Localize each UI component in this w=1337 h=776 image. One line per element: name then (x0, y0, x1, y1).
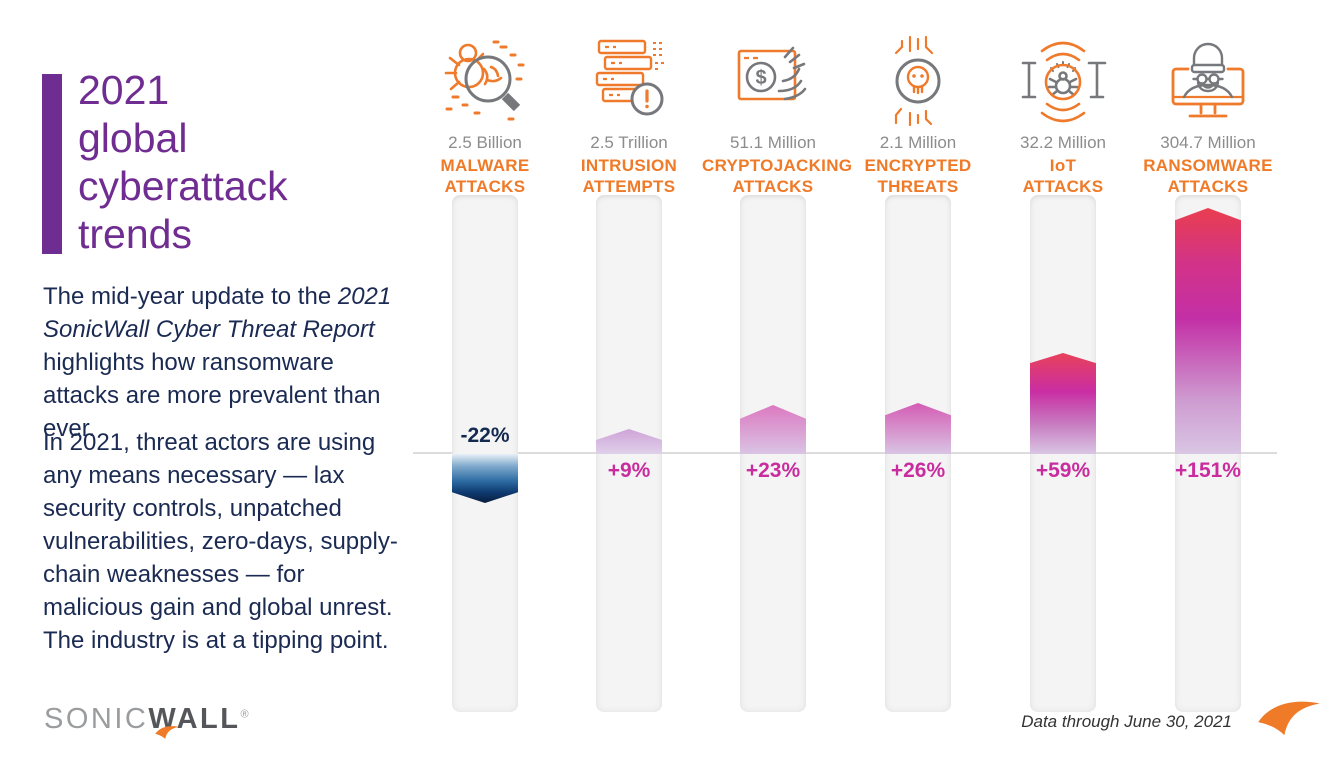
svg-text:$: $ (755, 67, 766, 89)
sonicwall-logo: SONICWALL® (44, 703, 249, 736)
bar-up-arrow (885, 403, 951, 454)
intro-p1-prefix: The mid-year update to the (43, 283, 338, 310)
title-line-1: 2021 (78, 67, 170, 113)
category-line-2: ATTACKS (732, 177, 814, 196)
volume-label: 32.2 Million (1020, 133, 1106, 152)
sonicwall-swoosh-icon (1258, 701, 1320, 736)
bar-up-arrow (1175, 208, 1241, 454)
category-label: ENCRYPTED THREATS (847, 155, 989, 197)
page-title: 2021 global cyberattack trends (78, 66, 408, 258)
bar-track: +59% (1030, 195, 1096, 712)
skull-circuit-icon (847, 30, 989, 127)
category-line-2: THREATS (877, 177, 959, 196)
pct-change-label: +23% (745, 459, 801, 482)
category-line-1: IoT (1049, 156, 1077, 175)
category-label: RANSOMWARE ATTACKS (1137, 155, 1279, 197)
volume-label: 51.1 Million (730, 133, 816, 152)
volume-label: 2.5 Trillion (590, 133, 668, 152)
pct-change-label: +59% (1035, 459, 1091, 482)
bar-up-arrow (740, 405, 806, 454)
bar-track: +23% (740, 195, 806, 712)
category-label: MALWARE ATTACKS (414, 155, 556, 197)
category-line-1: MALWARE (440, 156, 530, 175)
bar-up-arrow (1030, 353, 1096, 454)
category-line-2: ATTEMPTS (582, 177, 676, 196)
bar-track: -22% (452, 195, 518, 712)
chart-column-ransomware: 304.7 Million RANSOMWARE ATTACKS +151% (1137, 30, 1279, 712)
intro-p1-report-title: 2021 SonicWall Cyber Threat Report (43, 283, 392, 343)
pct-change-label: +9% (607, 459, 651, 482)
logo-swoosh-icon (155, 726, 179, 739)
registered-mark: ® (240, 708, 249, 721)
category-line-1: INTRUSION (580, 156, 678, 175)
bar-track: +151% (1175, 195, 1241, 712)
title-line-3: cyberattack (78, 163, 288, 209)
bar-track: +26% (885, 195, 951, 712)
volume-label: 2.5 Billion (448, 133, 522, 152)
title-accent-bar (42, 74, 62, 254)
intro-paragraph-1: The mid-year update to the 2021 SonicWal… (43, 280, 399, 445)
data-date-footnote: Data through June 30, 2021 (1021, 712, 1232, 731)
category-line-1: CRYPTOJACKING (702, 156, 853, 175)
category-label: CRYPTOJACKING ATTACKS (702, 155, 853, 197)
server-stack-alert-icon (558, 30, 700, 127)
bar-track: +9% (596, 195, 662, 712)
chart-column-cryptojacking: $ 51.1 Million CRYPTOJACKING ATTACKS +23… (702, 30, 853, 712)
category-label: INTRUSION ATTEMPTS (558, 155, 700, 197)
chart-column-encrypted: 2.1 Million ENCRYPTED THREATS +26% (847, 30, 989, 712)
volume-label: 304.7 Million (1160, 133, 1256, 152)
volume-label: 2.1 Million (879, 133, 957, 152)
browser-dollar-hand-icon: $ (702, 30, 844, 127)
iot-bug-icon (992, 30, 1134, 127)
hacker-monitor-icon (1137, 30, 1279, 127)
chart-column-malware: 2.5 Billion MALWARE ATTACKS -22% (414, 30, 556, 712)
bar-down-arrow (452, 454, 518, 503)
title-line-2: global (78, 115, 188, 161)
pct-change-label: +26% (890, 459, 946, 482)
logo-text-sonic: SONIC (44, 703, 149, 735)
pct-change-label: +151% (1175, 459, 1241, 482)
category-line-2: ATTACKS (1167, 177, 1249, 196)
bug-magnifier-icon (414, 30, 556, 127)
category-line-2: ATTACKS (444, 177, 526, 196)
category-line-1: ENCRYPTED (864, 156, 972, 175)
chart-baseline (413, 452, 1277, 454)
chart-column-intrusion: 2.5 Trillion INTRUSION ATTEMPTS +9% (558, 30, 700, 712)
category-line-2: ATTACKS (1022, 177, 1104, 196)
title-line-4: trends (78, 211, 192, 257)
pct-change-label: -22% (460, 424, 510, 447)
chart-column-iot: 32.2 Million IoT ATTACKS +59% (992, 30, 1134, 712)
intro-paragraph-2: In 2021, threat actors are using any mea… (43, 429, 398, 654)
category-line-1: RANSOMWARE (1143, 156, 1273, 175)
bar-up-arrow (596, 429, 662, 454)
category-label: IoT ATTACKS (992, 155, 1134, 197)
intro-p1-suffix: highlights how ransomware attacks are mo… (43, 349, 381, 442)
